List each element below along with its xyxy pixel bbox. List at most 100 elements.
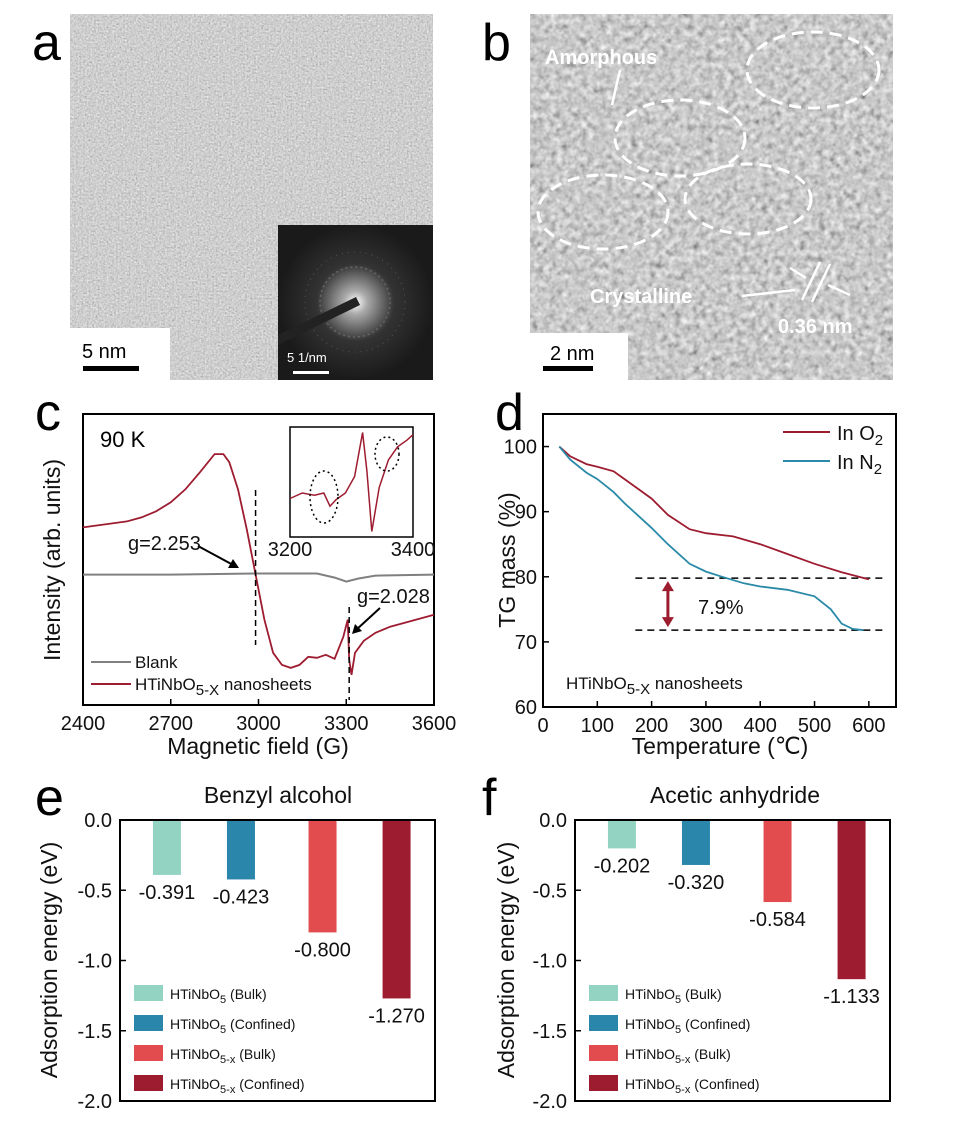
x-axis-label-d: Temperature (℃) [632,733,809,759]
scale-bar-label: 5 nm [82,341,126,363]
legend-base: HTiNbO [170,1016,220,1032]
legend-base: HTiNbO [625,1016,675,1032]
panel-letter-a: a [32,14,61,72]
x-tick-label: 0 [537,715,548,737]
legend-rest: (Confined) [235,1076,304,1092]
series-o2 [558,445,870,581]
y-tick-label: 70 [515,632,537,654]
inset-circle [374,436,400,472]
legend-blank: Blank [135,653,178,672]
tem-image-b [530,14,893,380]
x-tick-label: 400 [744,715,777,737]
x-tick-label: 500 [798,715,831,737]
saed-inset: 5 1/nm [278,225,433,380]
arrow-head [228,559,239,568]
legend-sub: 5 [220,994,226,1006]
legend-swatch [134,985,163,1001]
x-tick-label: 600 [852,715,885,737]
legend-n2: In N2 [837,452,882,478]
y-axis-label-f: Adsorption energy (eV) [493,842,519,1079]
bar-value-label: -0.800 [294,939,351,961]
legend-rest: (Bulk) [226,986,266,1002]
legend-sub: 5-x [675,1054,691,1066]
g-arrow-2 [355,607,381,631]
y-tick-label: -0.5 [533,880,567,902]
panel-letter-b: b [482,14,511,72]
y-tick-label: -1.5 [533,1021,567,1043]
x-tick-label: 300 [689,715,722,737]
panel-letter-e: e [35,769,64,827]
x-tick-label: 2700 [149,713,194,735]
lattice-spacing-label: 0.36 nm [778,316,852,338]
legend-sub: 5-x [220,1054,236,1066]
legend-swatch [134,1015,163,1031]
y-tick-label: -2.0 [78,1091,112,1113]
series-nanosheets [82,453,435,676]
x-tick-label: 2400 [61,713,106,735]
legend-swatch [134,1075,163,1091]
legend-sub: 5 [675,994,681,1006]
inset-circle [309,470,339,524]
crystalline-label: Crystalline [590,286,692,308]
legend-item: HTiNbO5 (Confined) [170,1016,295,1036]
y-tick-label: 60 [515,697,537,719]
y-tick-label: -0.5 [78,880,112,902]
y-tick-label: -1.0 [533,951,567,973]
legend-nanosheets: HTiNbO5-X nanosheets [135,675,312,699]
legend-d: In O2 In N2 [783,423,883,478]
legend-base: HTiNbO [170,1046,220,1062]
legend-sub: 5-x [675,1084,691,1096]
legend-sub: 5 [220,1024,226,1036]
legend-item: HTiNbO5 (Confined) [625,1016,750,1036]
legend-item: HTiNbO5 (Bulk) [625,986,722,1006]
y-tick-label: -1.0 [78,951,112,973]
inset-scale-bar-label: 5 1/nm [287,350,327,365]
y-tick-label: 90 [515,502,537,524]
legend-rest: (Confined) [681,1016,750,1032]
bar [308,820,337,933]
chart-title-e: Benzyl alcohol [204,782,352,808]
legend-rest: (Confined) [226,1016,295,1032]
legend-item: HTiNbO5-x (Confined) [170,1076,305,1096]
bar [152,820,181,875]
legend-swatch [589,1015,618,1031]
series-blank [83,572,435,583]
temperature-label: 90 K [100,427,146,452]
y-axis-label-e: Adsorption energy (eV) [36,842,62,1079]
crystalline-arrow [741,288,796,298]
g-value-label-2: g=2.028 [357,586,430,608]
legend-swatch [589,985,618,1001]
plot-frame-d [542,413,897,708]
legend-base: HTiNbO [625,986,675,1002]
amorphous-label: Amorphous [545,47,657,69]
lattice-fringe-marks [789,261,851,303]
x-tick-label: 3600 [412,713,457,735]
y-axis-label-c: Intensity (arb. units) [39,459,65,661]
inset-x-tick-label: 3400 [391,539,436,561]
panel-letter-c: c [35,384,61,442]
series-n2 [558,446,864,632]
legend-sub: 5-x [220,1084,236,1096]
legend-swatch [589,1045,618,1061]
bar-value-label: -0.391 [139,882,196,904]
scale-bar-label: 2 nm [550,343,594,365]
y-axis-label-d: TG mass (%) [494,492,520,627]
inset-series [289,432,414,532]
legend-base: HTiNbO [170,1076,220,1092]
scale-bar-b: 2 nm [530,333,628,380]
legend-rest: (Bulk) [690,1046,730,1062]
y-tick-label: 0.0 [84,810,112,832]
y-tick-label: 0.0 [539,810,567,832]
legend-base: HTiNbO [170,986,220,1002]
x-tick-label: 3000 [236,713,281,735]
arrow-head [352,624,362,634]
bar [763,820,792,903]
amorphous-regions [536,30,881,251]
panel-letter-f: f [482,769,497,827]
g-arrow-1 [197,545,236,567]
bar [607,820,636,849]
legend-rest: (Bulk) [681,986,721,1002]
bar-value-label: -0.423 [213,886,270,908]
inset-x-tick-label: 3200 [268,539,313,561]
